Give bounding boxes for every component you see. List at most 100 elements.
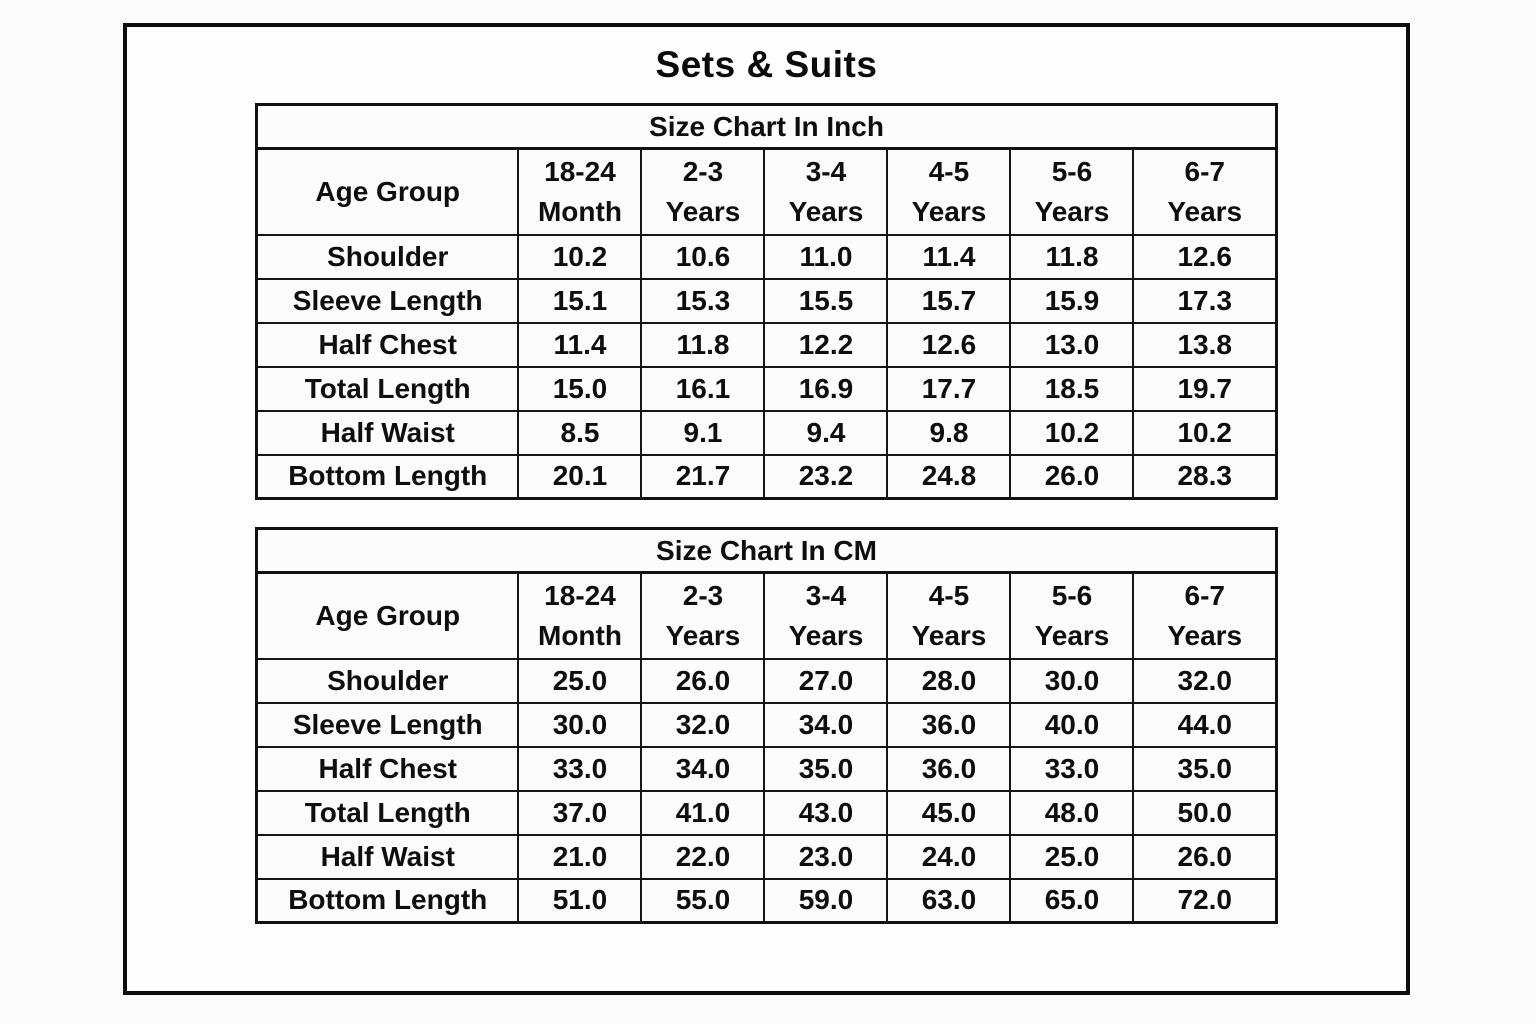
column-header: 5-6 Years bbox=[1009, 147, 1135, 236]
table-cell: 11.0 bbox=[763, 233, 889, 280]
table-row: Half Waist 8.5 9.1 9.4 9.8 10.2 10.2 bbox=[255, 409, 1278, 456]
table-row: Half Waist 21.0 22.0 23.0 24.0 25.0 26.0 bbox=[255, 833, 1278, 880]
table-row: Bottom Length 51.0 55.0 59.0 63.0 65.0 7… bbox=[255, 877, 1278, 924]
table-cell: 13.8 bbox=[1132, 321, 1278, 368]
table-cell: 10.2 bbox=[517, 233, 643, 280]
row-label: Total Length bbox=[255, 789, 520, 836]
age-range: 2-3 bbox=[682, 580, 724, 611]
table-row: Shoulder 10.2 10.6 11.0 11.4 11.8 12.6 bbox=[255, 233, 1278, 280]
size-chart-inch-table: Size Chart In Inch Age Group 18-24 Month… bbox=[254, 103, 1279, 500]
table-cell: 40.0 bbox=[1009, 701, 1135, 748]
table-cell: 11.8 bbox=[1009, 233, 1135, 280]
column-header: 18-24 Month bbox=[517, 571, 643, 660]
table-cell: 41.0 bbox=[640, 789, 766, 836]
row-label: Half Chest bbox=[255, 321, 520, 368]
table-cell: 48.0 bbox=[1009, 789, 1135, 836]
table-cell: 8.5 bbox=[517, 409, 643, 456]
table-cell: 18.5 bbox=[1009, 365, 1135, 412]
size-chart-cm-table: Size Chart In CM Age Group 18-24 Month 2… bbox=[254, 527, 1279, 924]
column-header-row: Age Group 18-24 Month 2-3 Years 3-4 Year… bbox=[255, 571, 1278, 660]
table-cell: 34.0 bbox=[763, 701, 889, 748]
row-label: Half Waist bbox=[255, 409, 520, 456]
table-cell: 28.3 bbox=[1132, 453, 1278, 500]
table-cell: 63.0 bbox=[886, 877, 1012, 924]
table-cell: 10.2 bbox=[1009, 409, 1135, 456]
column-header: 5-6 Years bbox=[1009, 571, 1135, 660]
table-cell: 36.0 bbox=[886, 701, 1012, 748]
age-range: 3-4 bbox=[805, 156, 847, 187]
age-unit: Years bbox=[788, 195, 864, 227]
age-unit: Years bbox=[665, 619, 741, 651]
table-row: Half Chest 33.0 34.0 35.0 36.0 33.0 35.0 bbox=[255, 745, 1278, 792]
age-unit: Month bbox=[537, 195, 622, 227]
age-range: 18-24 bbox=[544, 580, 616, 611]
table-cell: 43.0 bbox=[763, 789, 889, 836]
table-cell: 25.0 bbox=[517, 657, 643, 704]
page-title: Sets & Suits bbox=[655, 44, 878, 85]
table-cell: 15.9 bbox=[1009, 277, 1135, 324]
table-cell: 24.8 bbox=[886, 453, 1012, 500]
table-cell: 34.0 bbox=[640, 745, 766, 792]
table-cell: 23.2 bbox=[763, 453, 889, 500]
age-range: 18-24 bbox=[544, 156, 616, 187]
table-row: Half Chest 11.4 11.8 12.2 12.6 13.0 13.8 bbox=[255, 321, 1278, 368]
table-cell: 55.0 bbox=[640, 877, 766, 924]
age-unit: Years bbox=[788, 619, 864, 651]
age-group-header: Age Group bbox=[255, 571, 520, 660]
table-cell: 12.2 bbox=[763, 321, 889, 368]
table-cell: 21.0 bbox=[517, 833, 643, 880]
table-cell: 12.6 bbox=[886, 321, 1012, 368]
table-cell: 27.0 bbox=[763, 657, 889, 704]
table-cell: 15.0 bbox=[517, 365, 643, 412]
table-cell: 26.0 bbox=[1009, 453, 1135, 500]
age-unit: Years bbox=[1034, 195, 1110, 227]
age-range: 4-5 bbox=[928, 580, 970, 611]
age-range: 3-4 bbox=[805, 580, 847, 611]
row-label: Half Waist bbox=[255, 833, 520, 880]
age-range: 6-7 bbox=[1184, 156, 1225, 187]
table-row: Total Length 15.0 16.1 16.9 17.7 18.5 19… bbox=[255, 365, 1278, 412]
table-cell: 17.7 bbox=[886, 365, 1012, 412]
table-cell: 26.0 bbox=[1132, 833, 1278, 880]
column-header: 3-4 Years bbox=[763, 147, 889, 236]
table-cell: 9.8 bbox=[886, 409, 1012, 456]
age-range: 5-6 bbox=[1051, 580, 1093, 611]
table-cell: 22.0 bbox=[640, 833, 766, 880]
age-range: 2-3 bbox=[682, 156, 724, 187]
age-unit: Years bbox=[1167, 195, 1243, 227]
table-cell: 16.9 bbox=[763, 365, 889, 412]
table-cell: 11.8 bbox=[640, 321, 766, 368]
table-cell: 12.6 bbox=[1132, 233, 1278, 280]
table-cell: 10.2 bbox=[1132, 409, 1278, 456]
column-header: 3-4 Years bbox=[763, 571, 889, 660]
table-cell: 32.0 bbox=[1132, 657, 1278, 704]
table-cell: 21.7 bbox=[640, 453, 766, 500]
table-cell: 72.0 bbox=[1132, 877, 1278, 924]
table-cell: 10.6 bbox=[640, 233, 766, 280]
table-cell: 33.0 bbox=[517, 745, 643, 792]
table-cell: 16.1 bbox=[640, 365, 766, 412]
table-cell: 26.0 bbox=[640, 657, 766, 704]
column-header: 4-5 Years bbox=[886, 147, 1012, 236]
table-title-row: Size Chart In Inch bbox=[255, 103, 1278, 150]
table-cell: 11.4 bbox=[886, 233, 1012, 280]
table-cell: 30.0 bbox=[517, 701, 643, 748]
table-cell: 33.0 bbox=[1009, 745, 1135, 792]
table-cell: 36.0 bbox=[886, 745, 1012, 792]
age-range: 5-6 bbox=[1051, 156, 1093, 187]
table-cell: 32.0 bbox=[640, 701, 766, 748]
table-cell: 30.0 bbox=[1009, 657, 1135, 704]
table-cell: 15.7 bbox=[886, 277, 1012, 324]
table-cell: 15.5 bbox=[763, 277, 889, 324]
row-label: Half Chest bbox=[255, 745, 520, 792]
column-header: 18-24 Month bbox=[517, 147, 643, 236]
table-cell: 15.1 bbox=[517, 277, 643, 324]
table-title-inch: Size Chart In Inch bbox=[255, 103, 1278, 150]
table-row: Sleeve Length 30.0 32.0 34.0 36.0 40.0 4… bbox=[255, 701, 1278, 748]
column-header-row: Age Group 18-24 Month 2-3 Years 3-4 Year… bbox=[255, 147, 1278, 236]
age-unit: Years bbox=[911, 619, 987, 651]
table-cell: 59.0 bbox=[763, 877, 889, 924]
table-cell: 65.0 bbox=[1009, 877, 1135, 924]
table-cell: 44.0 bbox=[1132, 701, 1278, 748]
age-unit: Years bbox=[911, 195, 987, 227]
